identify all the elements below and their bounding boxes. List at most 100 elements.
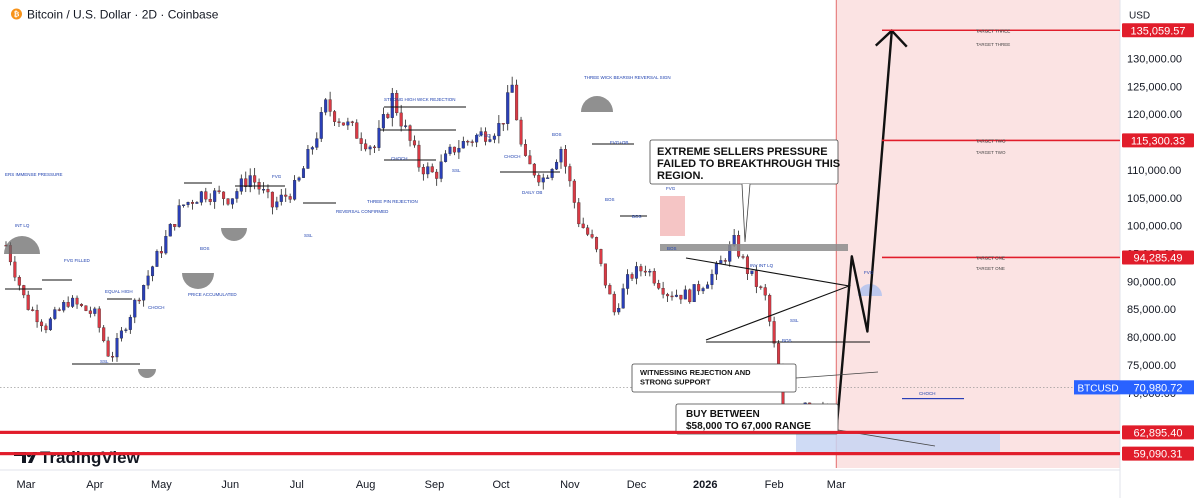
candle-body	[230, 198, 234, 205]
x-tick-label: 2026	[693, 479, 717, 491]
candle-body	[559, 149, 563, 163]
candle-body	[88, 310, 92, 314]
candle-body	[319, 112, 323, 139]
candle-body	[457, 147, 461, 153]
candle-body	[466, 140, 470, 143]
target-label: TARGET TWO	[976, 138, 1006, 143]
candle-body	[683, 289, 687, 300]
candle-body	[17, 277, 21, 286]
candle-body	[279, 194, 283, 202]
candle-body	[555, 161, 559, 170]
candle-body	[84, 305, 88, 311]
candle-body	[66, 302, 70, 307]
callout-sellers: EXTREME SELLERS PRESSURE FAILED TO BREAKT…	[657, 146, 840, 182]
symbol-title[interactable]: Bitcoin / U.S. Dollar · 2D · Coinbase	[27, 8, 219, 22]
candle-body	[581, 223, 585, 228]
candle-body	[639, 266, 643, 272]
structure-label: BOS	[200, 246, 210, 251]
candle-body	[381, 114, 385, 129]
y-tick-label: 105,000.00	[1127, 193, 1182, 205]
candle-body	[452, 146, 456, 153]
candle-body	[208, 198, 212, 202]
candle-body	[537, 175, 541, 183]
candle-body	[501, 123, 505, 125]
candle-body	[31, 309, 35, 311]
candle-body	[599, 249, 603, 264]
x-tick-label: Apr	[86, 479, 103, 491]
candle-body	[483, 131, 488, 142]
candle-body	[288, 196, 292, 200]
candle-body	[119, 330, 123, 339]
candle-body	[173, 224, 177, 227]
candle-body	[93, 308, 97, 314]
y-tick-label: 85,000.00	[1127, 304, 1176, 316]
callout-rejection: WITNESSING REJECTION AND STRONG SUPPORT	[640, 368, 751, 387]
candle-body	[577, 202, 581, 225]
structure-label: INV INT LQ	[750, 263, 774, 268]
candle-body	[705, 284, 710, 289]
candle-body	[102, 327, 106, 342]
structure-label: SSL	[304, 233, 313, 238]
candle-body	[470, 141, 474, 143]
structure-label: THREE PIN REJECTION	[367, 199, 418, 204]
candle-body	[754, 270, 758, 287]
candle-body	[421, 167, 425, 175]
candle-body	[395, 93, 399, 114]
candle-body	[44, 325, 48, 331]
candle-body	[71, 297, 75, 307]
bitcoin-logo-icon	[11, 8, 22, 20]
structure-label: DAILY OB	[522, 190, 542, 195]
candle-body	[115, 338, 119, 358]
fvg-box	[660, 196, 685, 236]
candle-body	[488, 139, 492, 142]
candle-body	[710, 273, 714, 285]
candle-body	[719, 260, 723, 264]
candle-body	[301, 168, 306, 178]
candle-body	[213, 190, 217, 202]
candle-body	[404, 125, 408, 127]
candle-body	[297, 177, 301, 181]
candle-body	[97, 308, 101, 328]
x-tick-label: Jul	[290, 479, 304, 491]
candle-body	[461, 140, 465, 149]
y-tick-label: 130,000.00	[1127, 54, 1182, 66]
candle-body	[643, 270, 647, 273]
candle-body	[688, 289, 692, 303]
candle-body	[372, 146, 377, 149]
candle-body	[324, 99, 328, 113]
candle-body	[124, 329, 128, 331]
structure-label: INT LQ	[476, 133, 491, 138]
candle-body	[697, 284, 701, 292]
callout-pointer	[741, 183, 751, 243]
candle-body	[475, 135, 479, 143]
structure-label: CHOCH	[919, 391, 936, 396]
candle-body	[426, 166, 430, 175]
candle-body	[359, 138, 363, 144]
candle-body	[341, 122, 345, 126]
candle-body	[222, 191, 226, 199]
candle-body	[479, 131, 483, 136]
candle-body	[408, 125, 412, 141]
candle-body	[701, 288, 705, 292]
structure-label: TARGET TWO	[976, 150, 1006, 155]
candle-body	[448, 146, 452, 154]
price-badge-label: 135,059.57	[1130, 25, 1185, 37]
price-badge-label: 115,300.33	[1131, 135, 1185, 147]
candle-body	[346, 121, 350, 126]
structure-label: BOS	[667, 246, 677, 251]
structure-label: TARGET THREE	[976, 42, 1010, 47]
candle-body	[768, 295, 772, 322]
symbol-badge[interactable]	[1074, 380, 1122, 395]
candle-body	[692, 284, 696, 303]
price-badge	[1122, 23, 1194, 38]
candle-body	[244, 178, 248, 188]
x-tick-label: Sep	[425, 479, 445, 491]
candle-body	[39, 321, 44, 327]
y-tick-label: 110,000.00	[1127, 165, 1181, 177]
candle-body	[284, 194, 288, 197]
candle-body	[253, 175, 257, 183]
candle-body	[515, 84, 519, 121]
candle-body	[159, 251, 163, 254]
y-tick-label: 100,000.00	[1127, 221, 1182, 233]
